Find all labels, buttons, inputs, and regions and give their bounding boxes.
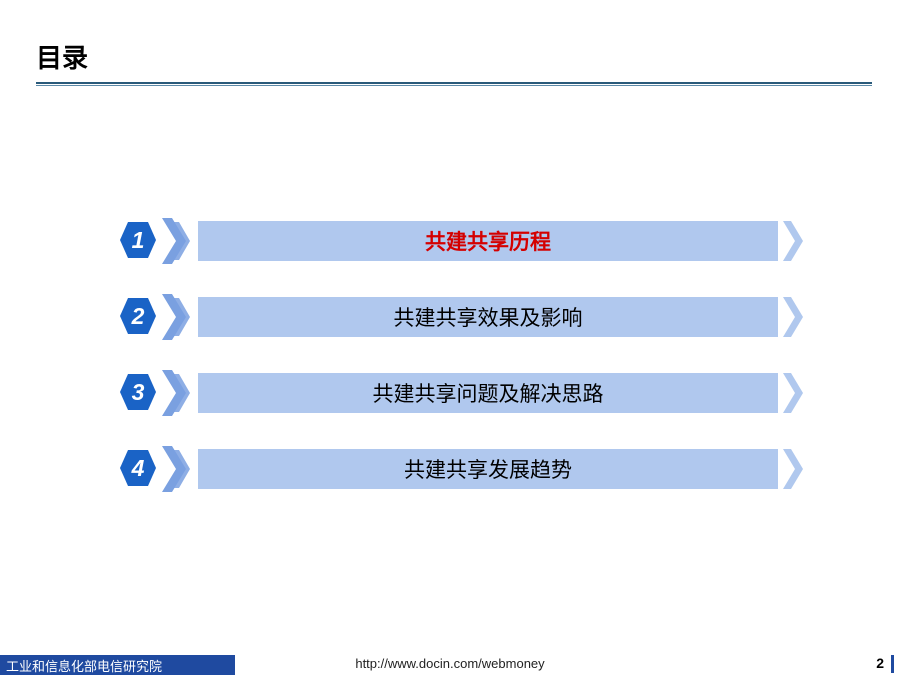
toc-row: 3 共建共享问题及解决思路: [118, 370, 798, 416]
end-chevron-icon: [780, 449, 804, 489]
chevron-icon: [162, 218, 192, 264]
hex-badge: 4: [118, 448, 158, 488]
toc-item-bar: 共建共享历程: [198, 221, 778, 261]
hex-number: 4: [132, 455, 145, 482]
toc-item-bar: 共建共享发展趋势: [198, 449, 778, 489]
chevron-icon: [162, 294, 192, 340]
toc-item-bar: 共建共享效果及影响: [198, 297, 778, 337]
page-title: 目录: [36, 38, 88, 75]
hex-number: 3: [132, 379, 145, 406]
chevron-icon: [162, 446, 192, 492]
slide: 目录 zhuangpeitu.com 1 共建共享历程 2 共建共享效果及影响: [0, 0, 900, 675]
toc-row: 2 共建共享效果及影响: [118, 294, 798, 340]
divider-line-2: [36, 85, 872, 86]
toc-row: 1 共建共享历程: [118, 218, 798, 264]
toc-item-bar: 共建共享问题及解决思路: [198, 373, 778, 413]
hex-badge: 1: [118, 220, 158, 260]
footer-org: 工业和信息化部电信研究院: [0, 655, 235, 675]
hex-number: 1: [132, 227, 145, 254]
toc-row: 4 共建共享发展趋势: [118, 446, 798, 492]
divider-line-1: [36, 82, 872, 84]
footer: http://www.docin.com/webmoney 工业和信息化部电信研…: [0, 651, 900, 675]
hex-number: 2: [132, 303, 145, 330]
hex-badge: 3: [118, 372, 158, 412]
end-chevron-icon: [780, 221, 804, 261]
chevron-icon: [162, 370, 192, 416]
footer-accent-bar: [891, 655, 894, 673]
end-chevron-icon: [780, 297, 804, 337]
footer-page-number: 2: [876, 655, 884, 671]
end-chevron-icon: [780, 373, 804, 413]
toc-list: 1 共建共享历程 2 共建共享效果及影响 3 共建共享问题及解决思路: [118, 218, 798, 492]
hex-badge: 2: [118, 296, 158, 336]
title-divider: [36, 82, 872, 87]
